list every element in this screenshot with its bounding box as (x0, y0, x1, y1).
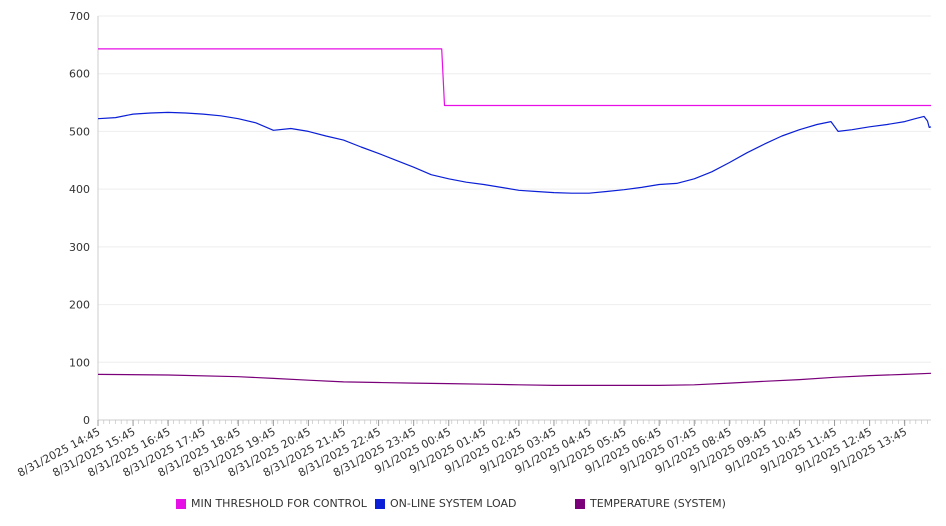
series-line-0 (98, 48, 931, 107)
series-line-2 (97, 372, 932, 386)
y-tick-label: 100 (69, 356, 90, 369)
legend-item-min-threshold[interactable]: MIN THRESHOLD FOR CONTROL (176, 497, 367, 510)
legend-label-temperature: TEMPERATURE (SYSTEM) (590, 497, 726, 510)
legend-swatch-min-threshold (176, 498, 186, 509)
y-tick-label: 200 (69, 299, 90, 312)
legend-item-temperature[interactable]: TEMPERATURE (SYSTEM) (575, 497, 726, 510)
legend-label-system-load: ON-LINE SYSTEM LOAD (390, 497, 517, 510)
x-axis: 8/31/2025 14:458/31/2025 15:458/31/2025 … (15, 420, 928, 480)
y-tick-label: 600 (69, 68, 90, 81)
y-tick-label: 500 (69, 125, 90, 138)
grid-lines (98, 15, 931, 421)
y-tick-label: 400 (69, 183, 90, 196)
series-lines (97, 48, 932, 386)
y-tick-label: 0 (83, 414, 90, 427)
y-tick-label: 300 (69, 241, 90, 254)
legend: MIN THRESHOLD FOR CONTROL ON-LINE SYSTEM… (0, 497, 946, 515)
y-tick-label: 700 (69, 10, 90, 23)
legend-item-system-load[interactable]: ON-LINE SYSTEM LOAD (375, 497, 516, 510)
legend-label-min-threshold: MIN THRESHOLD FOR CONTROL (191, 497, 367, 510)
y-axis: 0 100 200 300 400 500 600 700 (69, 10, 99, 427)
legend-swatch-temperature (575, 498, 585, 509)
legend-swatch-system-load (375, 498, 385, 509)
series-line-1 (97, 111, 932, 194)
